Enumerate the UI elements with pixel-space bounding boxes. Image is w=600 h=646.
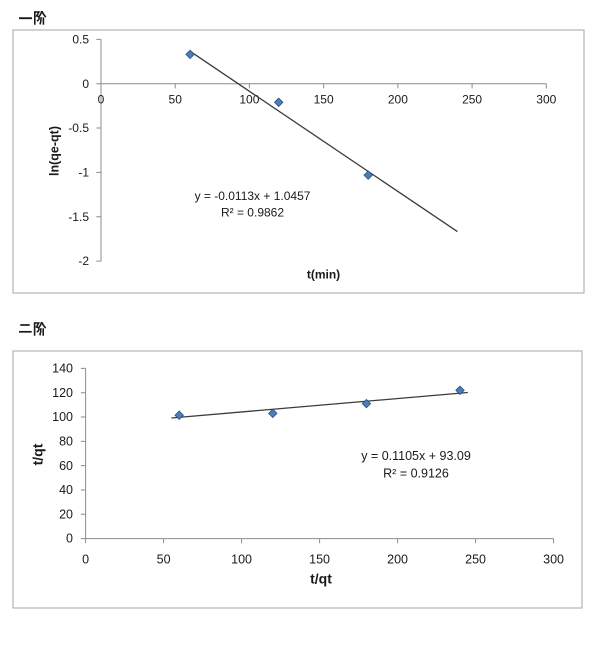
svg-text:-1: -1 <box>78 166 89 180</box>
svg-text:y = 0.1105x + 93.09: y = 0.1105x + 93.09 <box>361 449 471 463</box>
svg-text:300: 300 <box>543 553 564 567</box>
svg-text:0: 0 <box>82 77 89 91</box>
svg-text:-0.5: -0.5 <box>68 121 89 135</box>
svg-text:y = -0.0113x + 1.0457: y = -0.0113x + 1.0457 <box>195 189 311 203</box>
svg-text:t(min): t(min) <box>307 268 340 282</box>
svg-text:R² = 0.9126: R² = 0.9126 <box>383 467 449 481</box>
svg-text:-2: -2 <box>78 254 89 268</box>
svg-text:0: 0 <box>98 92 105 106</box>
svg-text:0: 0 <box>82 553 89 567</box>
svg-text:80: 80 <box>59 435 73 449</box>
svg-text:R² = 0.9862: R² = 0.9862 <box>221 206 284 220</box>
svg-text:250: 250 <box>462 92 482 106</box>
svg-text:0: 0 <box>66 532 73 546</box>
svg-text:100: 100 <box>239 92 259 106</box>
svg-text:100: 100 <box>231 553 252 567</box>
svg-text:ln(qe-qt): ln(qe-qt) <box>48 126 62 176</box>
svg-text:40: 40 <box>59 483 73 497</box>
svg-text:t/qt: t/qt <box>30 443 46 465</box>
svg-text:100: 100 <box>52 410 73 424</box>
svg-text:60: 60 <box>59 459 73 473</box>
svg-text:200: 200 <box>387 553 408 567</box>
svg-text:140: 140 <box>52 362 73 376</box>
svg-text:-1.5: -1.5 <box>68 210 89 224</box>
svg-text:50: 50 <box>157 553 171 567</box>
svg-text:0.5: 0.5 <box>72 33 89 47</box>
svg-text:150: 150 <box>309 553 330 567</box>
svg-text:150: 150 <box>314 92 334 106</box>
svg-text:200: 200 <box>388 92 408 106</box>
svg-text:120: 120 <box>52 386 73 400</box>
svg-text:250: 250 <box>465 553 486 567</box>
svg-text:50: 50 <box>169 92 183 106</box>
svg-text:20: 20 <box>59 507 73 521</box>
svg-text:t/qt: t/qt <box>310 571 332 587</box>
svg-text:300: 300 <box>536 92 556 106</box>
